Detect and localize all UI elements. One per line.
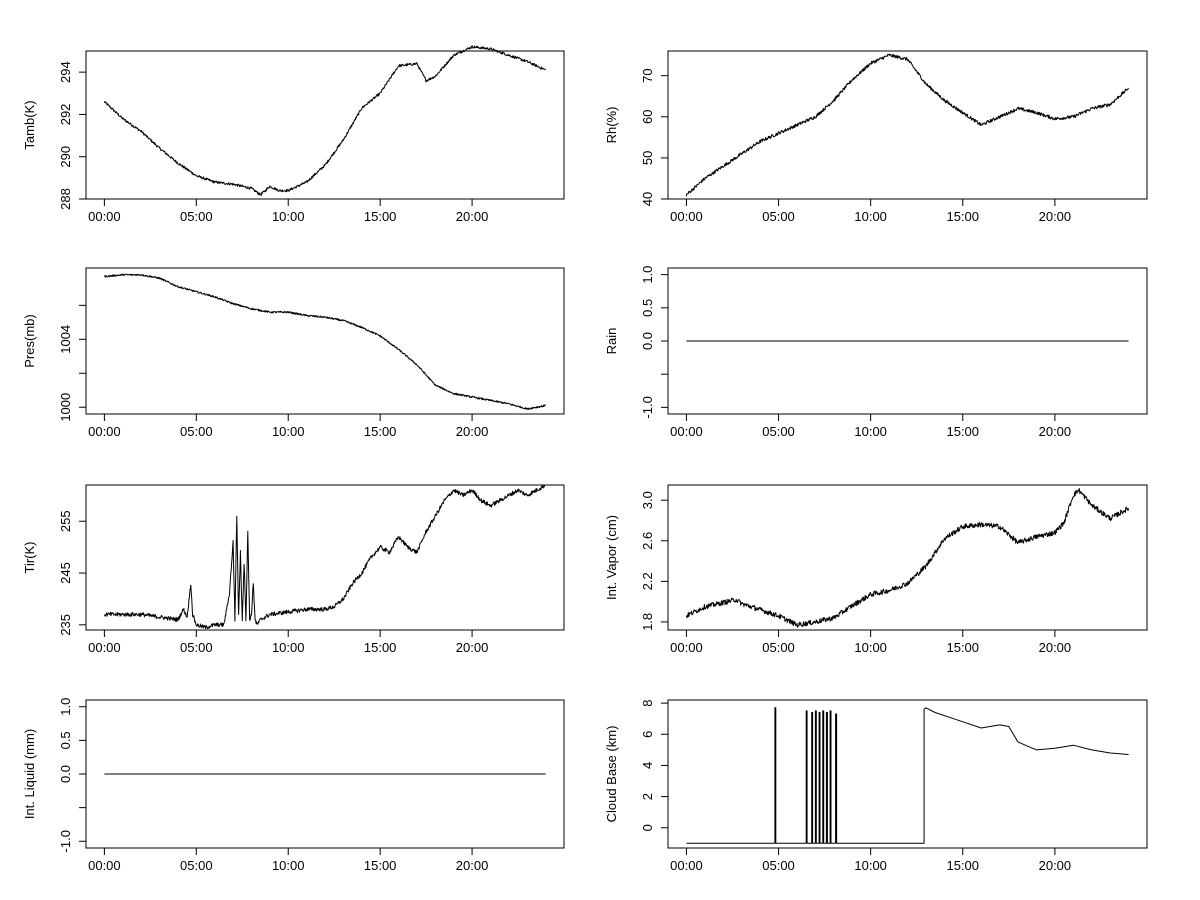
- y-tick-label: 2: [640, 793, 655, 800]
- x-tick-label: 15:00: [946, 858, 979, 873]
- panel-tir: 00:00 05:00 10:00 15:00 20:00 235 245 255 Tir(K): [22, 484, 565, 655]
- y-tick-label: 245: [58, 562, 73, 584]
- panel-rh: 00:00 05:00 10:00 15:00 20:00 40 50 60 70 Rh(%): [604, 50, 1148, 224]
- y-axis-label: Tir(K): [22, 541, 37, 573]
- x-tick-label: 20:00: [456, 640, 489, 655]
- x-tick-label: 20:00: [456, 424, 489, 439]
- series-line-tamb: [103, 45, 547, 196]
- x-tick-label: 00:00: [88, 209, 121, 224]
- x-tick-label: 15:00: [364, 424, 397, 439]
- y-tick-label: 290: [58, 146, 73, 168]
- y-axis-label: Tamb(K): [22, 100, 37, 149]
- plot-frame: [85, 267, 565, 415]
- y-tick-label: 3.0: [640, 491, 655, 509]
- x-tick-label: 05:00: [180, 858, 213, 873]
- x-tick-label: 10:00: [854, 424, 887, 439]
- x-tick-label: 05:00: [762, 640, 795, 655]
- x-tick-label: 05:00: [762, 858, 795, 873]
- x-tick-label: 10:00: [272, 424, 305, 439]
- y-axis-label: Cloud Base (km): [604, 726, 619, 823]
- x-tick-label: 15:00: [946, 209, 979, 224]
- panel-rain: 00:00 05:00 10:00 15:00 20:00 -1.0 0.0 0.5 1.0 Ra…: [604, 266, 1148, 439]
- y-axis-label: Int. Liquid (mm): [22, 729, 37, 819]
- x-tick-label: 05:00: [180, 424, 213, 439]
- y-tick-label: 1.0: [640, 266, 655, 284]
- x-tick-label: 20:00: [456, 209, 489, 224]
- x-tick-label: 20:00: [1039, 858, 1072, 873]
- x-tick-label: 00:00: [670, 858, 703, 873]
- x-tick-label: 10:00: [854, 858, 887, 873]
- plot-frame: [667, 50, 1148, 200]
- x-tick-label: 20:00: [456, 858, 489, 873]
- y-tick-label: 2.2: [640, 572, 655, 590]
- y-tick-label: 50: [640, 151, 655, 165]
- y-tick-label: 1.8: [640, 613, 655, 631]
- x-tick-label: 10:00: [854, 209, 887, 224]
- x-tick-label: 05:00: [180, 640, 213, 655]
- panel-cloudbase: 00:00 05:00 10:00 15:00 20:00 0 2 4 6 8 Cloud Base…: [604, 699, 1148, 873]
- x-tick-label: 15:00: [946, 640, 979, 655]
- x-tick-label: 20:00: [1039, 209, 1072, 224]
- y-tick-label: 70: [640, 68, 655, 82]
- x-tick-label: 05:00: [762, 209, 795, 224]
- x-tick-label: 00:00: [670, 424, 703, 439]
- y-tick-label: 40: [640, 192, 655, 206]
- y-tick-label: 6: [640, 731, 655, 738]
- x-tick-label: 15:00: [364, 640, 397, 655]
- y-tick-label: 292: [58, 104, 73, 126]
- x-tick-label: 15:00: [946, 424, 979, 439]
- x-tick-label: 20:00: [1039, 424, 1072, 439]
- x-tick-label: 00:00: [88, 858, 121, 873]
- y-tick-label: 288: [58, 188, 73, 210]
- panel-liquid: 00:00 05:00 10:00 15:00 20:00 -1.0 0.0 0.5 1.0 In…: [22, 698, 565, 873]
- x-tick-label: 10:00: [272, 858, 305, 873]
- y-tick-label: 60: [640, 110, 655, 124]
- y-tick-label: -1.0: [58, 830, 73, 852]
- plot-frame: [85, 484, 565, 631]
- x-tick-label: 00:00: [88, 424, 121, 439]
- plot-frame: [85, 50, 565, 200]
- y-tick-label: -1.0: [640, 396, 655, 418]
- x-tick-label: 10:00: [272, 640, 305, 655]
- x-tick-label: 00:00: [670, 640, 703, 655]
- y-tick-label: 235: [58, 614, 73, 636]
- y-tick-label: 4: [640, 762, 655, 769]
- y-tick-label: 0.0: [640, 332, 655, 350]
- y-tick-label: 8: [640, 699, 655, 706]
- y-tick-label: 2.6: [640, 532, 655, 550]
- x-tick-label: 10:00: [272, 209, 305, 224]
- y-tick-label: 1004: [58, 325, 73, 354]
- x-tick-label: 00:00: [88, 640, 121, 655]
- panel-vapor: 00:00 05:00 10:00 15:00 20:00 1.8 2.2 2.6 3.0 Int…: [604, 484, 1148, 655]
- y-axis-label: Pres(mb): [22, 314, 37, 367]
- x-tick-label: 15:00: [364, 209, 397, 224]
- y-tick-label: 0.5: [58, 731, 73, 749]
- plot-frame: [667, 699, 1148, 849]
- y-tick-label: 0.5: [640, 299, 655, 317]
- x-tick-label: 00:00: [670, 209, 703, 224]
- x-tick-label: 20:00: [1039, 640, 1072, 655]
- series-line-cloudbase: [686, 707, 1129, 844]
- series-line-pres: [103, 273, 547, 410]
- y-axis-label: Int. Vapor (cm): [604, 515, 619, 600]
- x-tick-label: 05:00: [180, 209, 213, 224]
- panel-tamb: 00:00 05:00 10:00 15:00 20:00 288 290 292 294 Tam…: [22, 45, 565, 224]
- y-axis-label: Rh(%): [604, 107, 619, 144]
- series-line-tir: [103, 484, 546, 630]
- x-tick-label: 05:00: [762, 424, 795, 439]
- x-tick-label: 10:00: [854, 640, 887, 655]
- series-line-rh: [685, 53, 1130, 197]
- x-tick-label: 15:00: [364, 858, 397, 873]
- series-line-vapor: [685, 488, 1130, 628]
- panel-pres: 00:00 05:00 10:00 15:00 20:00 1000 1004 Pres(mb…: [22, 267, 565, 439]
- y-tick-label: 294: [58, 61, 73, 83]
- y-tick-label: 0: [640, 824, 655, 831]
- y-tick-label: 0.0: [58, 765, 73, 783]
- y-tick-label: 255: [58, 510, 73, 532]
- plot-frame: [667, 484, 1148, 631]
- y-axis-label: Rain: [604, 328, 619, 355]
- y-tick-label: 1000: [58, 393, 73, 422]
- y-tick-label: 1.0: [58, 698, 73, 716]
